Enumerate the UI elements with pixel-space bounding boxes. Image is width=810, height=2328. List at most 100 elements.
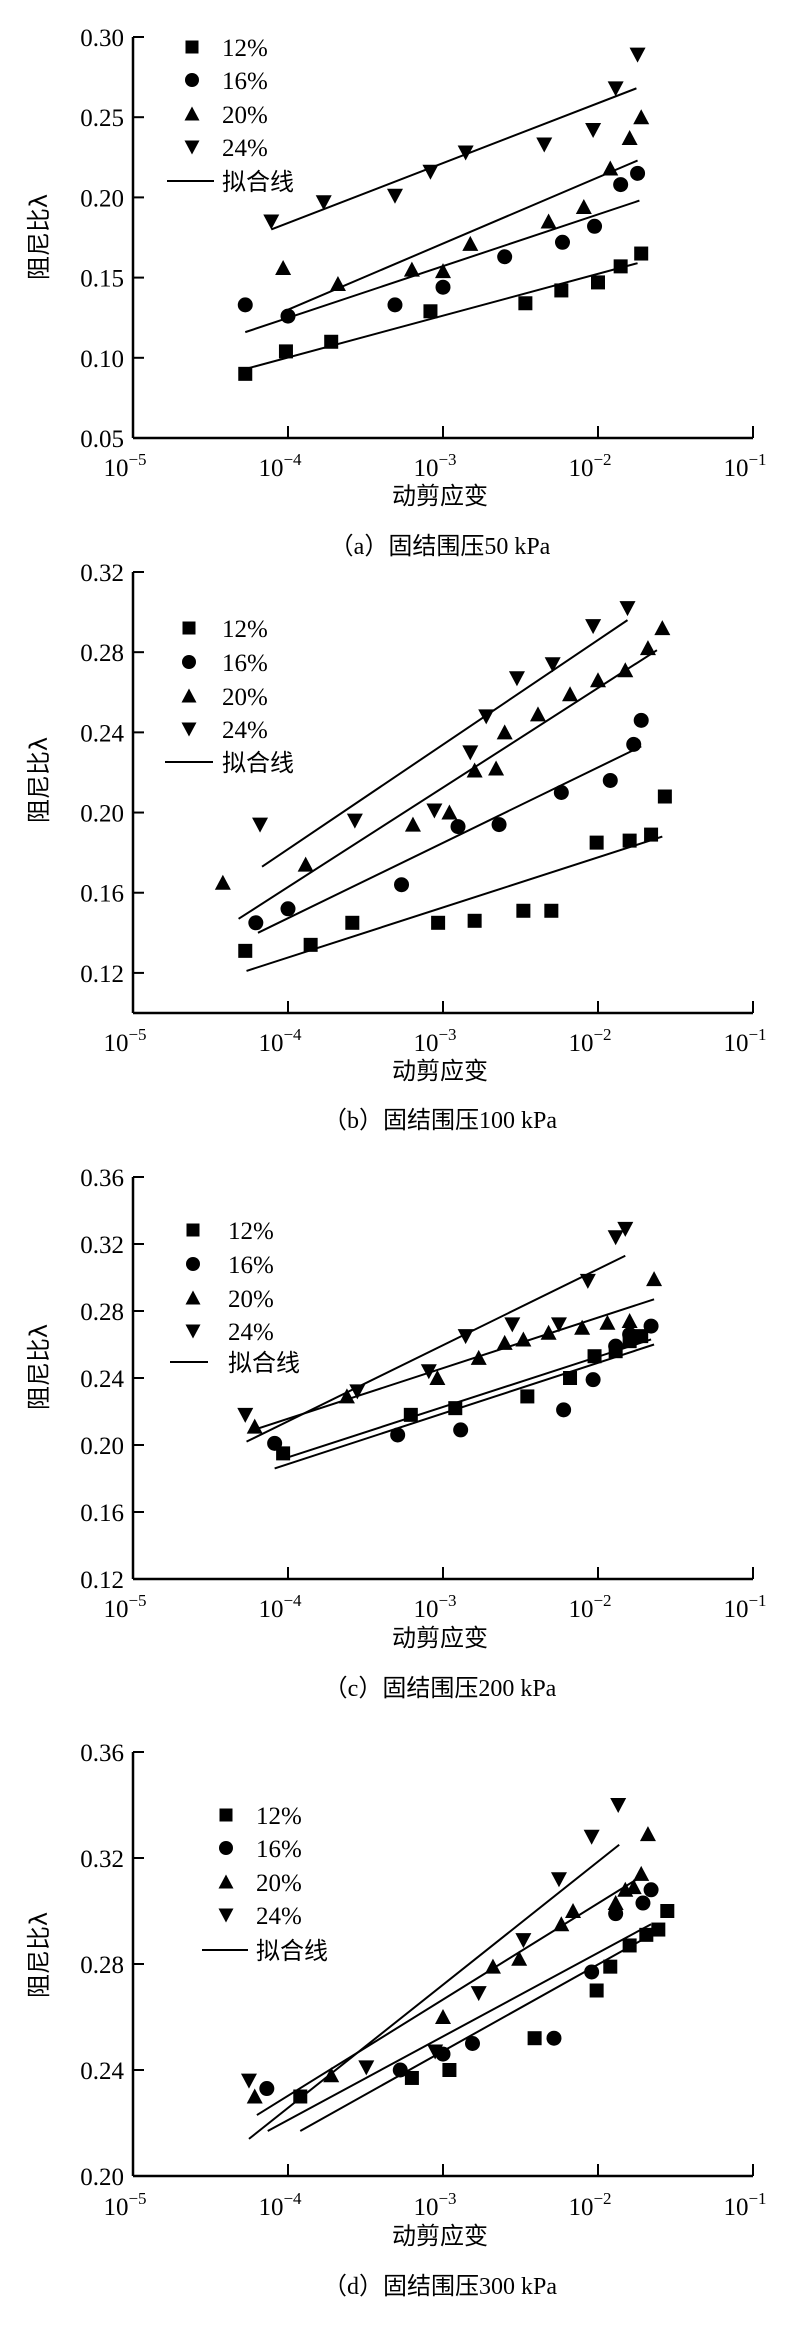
- data-point: [621, 1313, 638, 1329]
- data-point: [392, 2062, 408, 2078]
- data-point: [554, 234, 570, 250]
- legend-marker: [185, 40, 199, 54]
- x-tick-exponent: −2: [593, 1025, 611, 1044]
- x-tick-exponent: −2: [593, 2189, 611, 2208]
- chart-caption: （b）固结围压100 kPa: [323, 1107, 557, 1134]
- data-point: [607, 1230, 624, 1246]
- data-point: [587, 218, 603, 234]
- legend-label: 20%: [222, 102, 268, 129]
- legend-label: 12%: [228, 1218, 274, 1245]
- data-point: [639, 640, 656, 656]
- data-point: [237, 1407, 254, 1423]
- data-point: [214, 874, 231, 890]
- data-point: [462, 235, 479, 251]
- legend-label: 12%: [222, 35, 268, 62]
- data-point: [435, 263, 451, 279]
- x-tick-label: 10−4: [258, 1025, 302, 1057]
- data-point: [442, 2063, 457, 2077]
- x-tick-label: 10−2: [568, 1591, 611, 1623]
- data-point: [643, 1318, 659, 1334]
- fit-line: [238, 649, 658, 920]
- fit-line: [253, 1298, 655, 1431]
- data-point: [457, 1329, 474, 1345]
- data-point: [544, 903, 559, 918]
- legend-marker: [184, 106, 200, 121]
- data-point: [518, 296, 533, 311]
- data-point: [634, 1329, 649, 1344]
- fit-line: [245, 262, 638, 370]
- fit-line: [257, 745, 642, 934]
- legend: 12% 16% 20% 24% 拟合线: [170, 1218, 300, 1377]
- x-tick-label: 10−4: [258, 450, 302, 482]
- data-point: [634, 246, 649, 261]
- data-point: [657, 789, 672, 804]
- data-point: [625, 1879, 642, 1895]
- data-point: [497, 249, 513, 265]
- data-point: [404, 816, 421, 832]
- legend-label: 16%: [228, 1252, 274, 1279]
- data-point: [267, 1435, 283, 1451]
- y-tick-label: 0.24: [80, 720, 124, 747]
- data-point: [635, 1895, 651, 1911]
- y-tick-label: 0.25: [80, 105, 124, 132]
- data-point: [515, 1331, 532, 1347]
- data-point: [390, 1427, 406, 1443]
- chart-caption: （a）固结围压50 kPa: [330, 533, 551, 560]
- x-tick-exponent: −4: [283, 1025, 302, 1044]
- data-point: [651, 1922, 666, 1937]
- y-tick-label: 0.20: [80, 1433, 124, 1460]
- data-point: [527, 2031, 542, 2046]
- x-axis-label: 动剪应变: [392, 1057, 488, 1085]
- y-tick-label: 0.30: [80, 25, 124, 52]
- data-point: [643, 1882, 659, 1898]
- data-point: [338, 1388, 355, 1404]
- data-point: [259, 2081, 275, 2097]
- x-tick-exponent: −1: [748, 1025, 766, 1044]
- y-tick-label: 0.32: [80, 1846, 124, 1873]
- legend-marker: [219, 1808, 233, 1822]
- data-point: [496, 724, 513, 740]
- y-tick-label: 0.36: [80, 1740, 124, 1767]
- data-point: [660, 1904, 675, 1918]
- x-tick-exponent: −4: [283, 2189, 302, 2208]
- data-point: [324, 334, 339, 349]
- data-point: [617, 1221, 634, 1237]
- data-point: [585, 619, 602, 635]
- chart-caption: （d）固结围压300 kPa: [323, 2273, 557, 2300]
- y-tick-label: 0.32: [80, 1232, 124, 1259]
- x-tick-exponent: −5: [128, 450, 146, 469]
- x-axis-label: 动剪应变: [392, 1624, 488, 1652]
- fit-line: [256, 1875, 642, 2116]
- data-point: [599, 1314, 616, 1330]
- y-tick-label: 0.12: [80, 1567, 124, 1594]
- x-tick-base: 10: [258, 1596, 283, 1623]
- data-point: [536, 137, 553, 153]
- data-point: [646, 1271, 663, 1287]
- y-axis-label: 阻尼比λ: [25, 1912, 53, 1998]
- legend-fit-label: 拟合线: [222, 749, 294, 777]
- data-point: [603, 1959, 618, 1974]
- x-tick-label: 10−1: [723, 1025, 766, 1057]
- series-24pct: [240, 1798, 627, 2140]
- data-point: [431, 915, 446, 930]
- data-point: [466, 762, 483, 778]
- series-24pct: [263, 47, 646, 231]
- data-point: [622, 833, 637, 848]
- y-tick-label: 0.20: [80, 2164, 124, 2191]
- fit-line: [248, 1843, 620, 2140]
- legend-label: 16%: [222, 650, 268, 677]
- x-tick-base: 10: [723, 455, 748, 482]
- x-tick-exponent: −2: [593, 450, 611, 469]
- x-tick-base: 10: [413, 2194, 438, 2221]
- x-tick-label: 10−2: [568, 450, 611, 482]
- data-point: [470, 1349, 487, 1365]
- y-tick-label: 0.16: [80, 1500, 124, 1527]
- data-point: [589, 835, 604, 850]
- y-axis-label: 阻尼比λ: [25, 1324, 53, 1410]
- data-point: [574, 1319, 591, 1335]
- data-point: [629, 47, 646, 63]
- y-axis-label: 阻尼比λ: [25, 737, 53, 823]
- legend-marker: [181, 722, 197, 737]
- x-axis-label: 动剪应变: [392, 482, 488, 510]
